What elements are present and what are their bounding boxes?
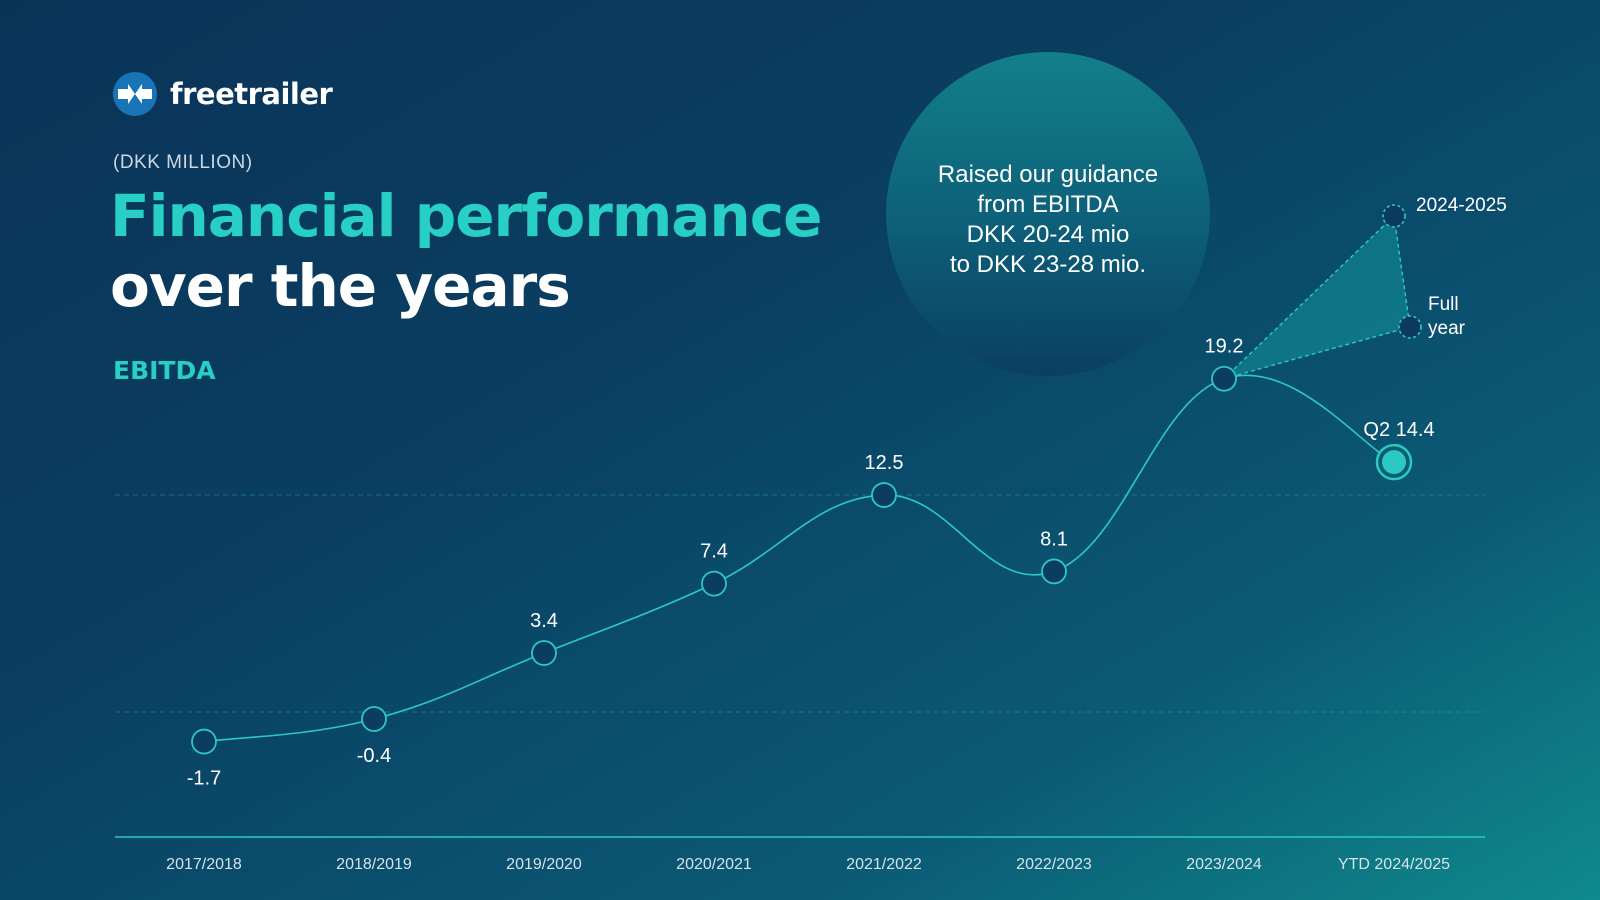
metric-label: EBITDA — [113, 356, 216, 385]
page-title-line1: Financial performance — [110, 182, 822, 250]
x-tick-label: 2017/2018 — [166, 856, 242, 873]
brand-name: freetrailer — [170, 77, 333, 111]
page-title-line2: over the years — [110, 252, 571, 320]
x-tick-label: 2022/2023 — [1016, 856, 1092, 873]
data-label: 7.4 — [700, 541, 728, 563]
guidance-line: from EBITDA — [977, 191, 1119, 218]
x-tick-label: 2018/2019 — [336, 856, 412, 873]
projection-line-upper — [1223, 215, 1395, 380]
data-point — [531, 640, 557, 666]
data-point — [1211, 365, 1237, 392]
guidance-cone — [1224, 216, 1410, 379]
data-point — [701, 570, 727, 597]
guidance-bubble — [886, 52, 1210, 376]
data-point — [1382, 450, 1406, 475]
projection-point — [1382, 204, 1406, 228]
data-label: 19.2 — [1205, 336, 1244, 358]
guidance-line: to DKK 23-28 mio. — [949, 251, 1147, 278]
x-tick-label: 2020/2021 — [676, 856, 752, 873]
projection-label-period: 2024-2025 — [1416, 195, 1507, 216]
projection-point — [1398, 315, 1422, 339]
projection-line-range — [1393, 215, 1411, 328]
data-label: 3.4 — [530, 610, 558, 632]
data-point — [191, 728, 217, 755]
data-label: 8.1 — [1040, 528, 1068, 550]
data-point — [361, 706, 387, 732]
guidance-callout-text: Raised our guidance from EBITDA DKK 20-2… — [886, 160, 1210, 280]
data-label: Q2 14.4 — [1363, 419, 1434, 441]
x-tick-label: 2019/2020 — [506, 856, 582, 873]
x-tick-label: 2023/2024 — [1186, 856, 1262, 873]
x-tick-label: YTD 2024/2025 — [1338, 856, 1450, 873]
data-point — [1041, 558, 1067, 585]
unit-label: (DKK MILLION) — [113, 152, 253, 173]
brand-logo: freetrailer — [113, 72, 333, 116]
ebitda-series-line — [203, 374, 1395, 743]
x-tick-label: 2021/2022 — [846, 856, 922, 873]
guidance-line: Raised our guidance — [937, 161, 1159, 188]
freetrailer-logo-icon — [113, 72, 157, 116]
guidance-line: DKK 20-24 mio — [966, 221, 1130, 248]
projection-label-year: year — [1428, 318, 1466, 339]
data-point — [871, 482, 897, 508]
projection-label-full: Full — [1428, 294, 1459, 315]
data-label: -0.4 — [357, 745, 391, 767]
data-label: 12.5 — [865, 452, 904, 474]
data-label: -1.7 — [187, 768, 221, 790]
